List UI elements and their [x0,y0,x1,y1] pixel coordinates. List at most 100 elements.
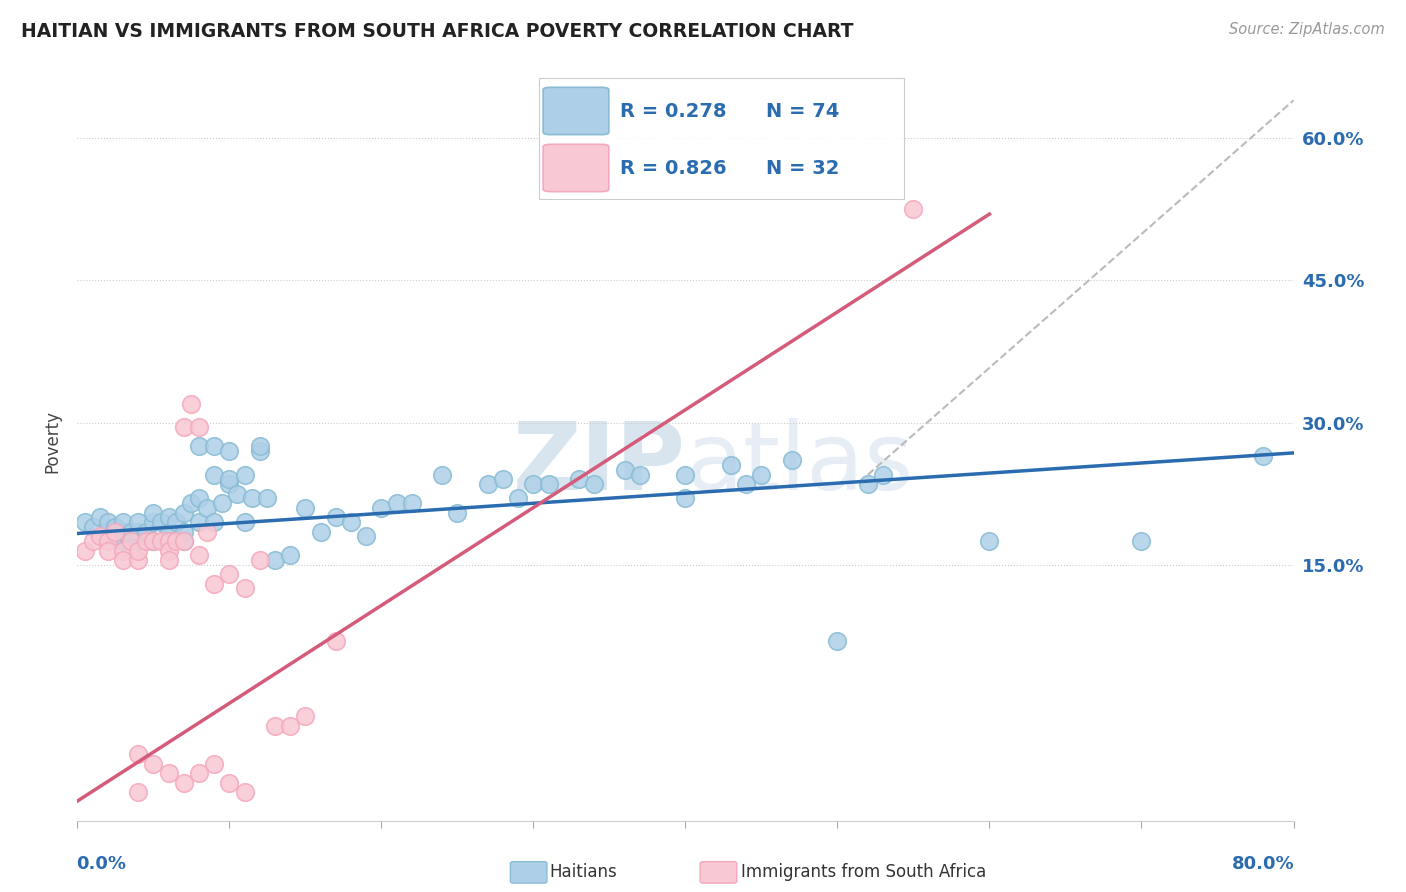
Point [202,467,225,482]
Point [979,534,1001,549]
Point [827,633,849,648]
Point [188,491,211,506]
Point [165,515,187,529]
Text: HAITIAN VS IMMIGRANTS FROM SOUTH AFRICA POVERTY CORRELATION CHART: HAITIAN VS IMMIGRANTS FROM SOUTH AFRICA … [21,22,853,41]
Point [157,524,180,539]
Point [202,515,225,529]
Point [218,776,240,790]
Point [127,524,149,539]
Point [613,463,636,477]
Point [628,467,651,482]
Point [157,543,180,558]
Point [249,439,271,453]
Point [135,534,157,549]
Point [173,506,195,520]
Point [73,515,96,529]
Point [173,524,195,539]
Text: Haitians: Haitians [550,863,617,881]
Point [256,491,278,506]
Point [233,515,256,529]
Point [157,553,180,567]
Point [325,510,347,524]
Point [294,500,316,515]
Point [111,524,134,539]
Point [195,524,218,539]
Point [202,756,225,771]
Point [218,567,240,582]
Point [120,534,142,549]
Text: ZIP: ZIP [513,418,686,510]
Point [82,534,104,549]
Point [157,766,180,780]
Point [294,709,316,723]
Point [751,467,773,482]
Point [104,520,127,534]
Point [82,520,104,534]
Point [149,534,172,549]
Point [127,553,149,567]
Point [188,439,211,453]
Point [104,524,127,539]
Point [1251,449,1274,463]
Point [120,524,142,539]
Point [149,515,172,529]
Point [142,534,165,549]
Point [385,496,408,510]
Point [173,776,195,790]
Point [180,396,202,410]
Point [735,477,758,491]
Point [97,534,120,549]
Point [188,766,211,780]
Point [89,510,111,524]
Point [583,477,606,491]
Point [370,500,392,515]
Point [127,543,149,558]
Point [309,524,332,539]
Point [780,453,803,467]
Point [142,515,165,529]
Point [508,491,530,506]
Point [430,467,453,482]
Point [180,496,202,510]
Point [188,515,211,529]
Point [537,477,560,491]
Point [142,506,165,520]
Point [675,491,697,506]
Point [127,534,149,549]
Point [249,553,271,567]
Text: atlas: atlas [686,418,914,510]
Point [157,510,180,524]
Point [89,529,111,543]
Point [142,534,165,549]
Point [522,477,544,491]
Point [173,420,195,434]
Point [202,439,225,453]
Point [157,534,180,549]
Point [218,477,240,491]
Point [73,543,96,558]
Point [249,444,271,458]
Point [97,515,120,529]
Point [218,444,240,458]
Point [568,473,591,487]
Point [325,633,347,648]
Text: 80.0%: 80.0% [1232,855,1295,872]
Point [1130,534,1153,549]
Point [97,543,120,558]
Point [856,477,879,491]
Point [278,719,301,733]
Point [354,529,377,543]
Point [135,524,157,539]
Point [675,467,697,482]
Point [111,515,134,529]
Point [127,747,149,762]
Point [104,529,127,543]
Point [173,534,195,549]
Point [127,785,149,799]
Point [188,548,211,563]
Point [264,719,287,733]
Point [111,553,134,567]
Point [142,756,165,771]
Point [446,506,468,520]
Point [233,785,256,799]
